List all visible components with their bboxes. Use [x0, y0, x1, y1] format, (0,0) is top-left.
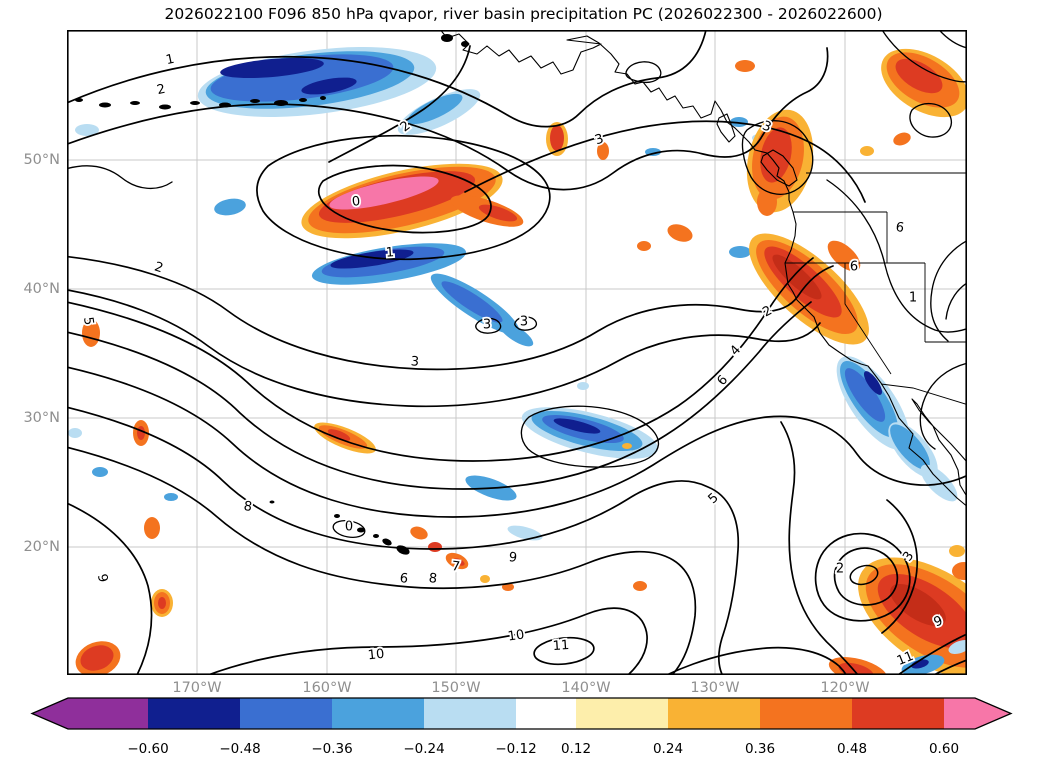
shade-positive-hawaii — [410, 526, 514, 591]
svg-text:0: 0 — [345, 520, 353, 535]
svg-text:10: 10 — [367, 647, 385, 664]
y-tick-label: 20°N — [23, 539, 60, 555]
colorbar-segment — [240, 698, 332, 729]
colorbar-tick-label: −0.24 — [403, 741, 444, 757]
contour-lines — [67, 30, 967, 675]
colorbar-tick-label: 0.12 — [561, 741, 591, 757]
svg-text:9: 9 — [508, 550, 518, 566]
coastline-group — [439, 30, 967, 508]
shade-negative-center — [521, 407, 659, 459]
y-tick-label: 30°N — [23, 410, 60, 426]
svg-text:9: 9 — [94, 573, 110, 584]
colorbar-tick-label: 0.48 — [837, 741, 867, 757]
grid-lines — [67, 30, 967, 675]
colorbar-tick-label: −0.48 — [219, 741, 260, 757]
svg-text:0: 0 — [351, 194, 361, 210]
colorbar-tick-label: −0.60 — [127, 741, 168, 757]
svg-text:11: 11 — [552, 638, 570, 654]
svg-text:2: 2 — [152, 260, 165, 277]
plot-border — [67, 30, 967, 675]
x-tick-label: 120°W — [820, 680, 870, 696]
haida-gwaii — [716, 113, 736, 143]
svg-text:3: 3 — [520, 315, 528, 330]
svg-text:1: 1 — [385, 245, 394, 261]
svg-text:1: 1 — [909, 291, 917, 306]
svg-text:3: 3 — [410, 354, 419, 370]
colorbar-segment — [332, 698, 424, 729]
svg-text:8: 8 — [428, 571, 438, 587]
colorbar-segment — [944, 698, 975, 729]
svg-text:7: 7 — [451, 559, 461, 575]
plot-title: 2026022100 F096 850 hPa qvapor, river ba… — [164, 5, 883, 23]
svg-text:6: 6 — [850, 260, 858, 275]
y-tick-label: 40°N — [23, 281, 60, 297]
colorbar-segment — [576, 698, 668, 729]
svg-text:8: 8 — [243, 499, 253, 515]
colorbar-tick-label: −0.12 — [495, 741, 536, 757]
colorbar-segment — [68, 698, 148, 729]
svg-text:3: 3 — [593, 132, 606, 149]
svg-text:6: 6 — [714, 373, 731, 389]
colorbar-segment — [760, 698, 852, 729]
x-tick-label: 160°W — [302, 680, 352, 696]
shaded-regions — [68, 47, 967, 675]
svg-text:2: 2 — [836, 562, 844, 577]
map-plot: 1 2 2 3 3 0 1 2 3 3 3 5 4 6 6 6 1 2 8 9 6 8 7 9 0 10 10 11 5 2 3 9 11 — [67, 30, 967, 675]
shade-negative-streak — [311, 243, 467, 285]
svg-text:1: 1 — [165, 52, 176, 68]
colorbar-tick-label: 0.60 — [929, 741, 959, 757]
svg-text:10: 10 — [507, 627, 525, 644]
colorbar-under-arrow — [32, 698, 68, 729]
colorbar-segment — [424, 698, 516, 729]
svg-text:2: 2 — [156, 82, 167, 98]
colorbar-segment — [668, 698, 760, 729]
shade-negative-nw — [197, 47, 481, 135]
colorbar: −0.60 −0.48 −0.36 −0.24 −0.12 0.12 0.24 0.36 0.4… — [30, 697, 1013, 757]
svg-text:5: 5 — [80, 316, 96, 326]
x-tick-label: 140°W — [561, 680, 611, 696]
shade-positive-ca-coast — [749, 233, 869, 345]
y-tick-label: 50°N — [23, 152, 60, 168]
svg-text:6: 6 — [895, 220, 905, 236]
shade-positive-left-edge — [75, 319, 173, 675]
state-borders — [785, 172, 967, 405]
x-tick-label: 150°W — [431, 680, 481, 696]
colorbar-segment — [516, 698, 576, 729]
shade-positive-br — [828, 545, 967, 675]
colorbar-tick-label: 0.36 — [745, 741, 775, 757]
colorbar-segment — [148, 698, 240, 729]
colorbar-outline — [30, 697, 1013, 730]
colorbar-tick-label: −0.36 — [311, 741, 352, 757]
islands — [75, 34, 469, 555]
colorbar-over-arrow — [975, 698, 1011, 729]
shade-negative-socal — [836, 356, 958, 502]
x-tick-label: 130°W — [690, 680, 740, 696]
shade-positive-tr-corner — [881, 48, 967, 118]
colorbar-tick-label: 0.24 — [653, 741, 683, 757]
colorbar-segment — [852, 698, 944, 729]
coastline — [439, 30, 967, 508]
vancouver-island — [760, 149, 798, 187]
x-tick-label: 170°W — [172, 680, 222, 696]
svg-text:6: 6 — [399, 571, 409, 587]
svg-text:3: 3 — [483, 318, 491, 333]
shade-positive-pink-core — [301, 163, 524, 239]
